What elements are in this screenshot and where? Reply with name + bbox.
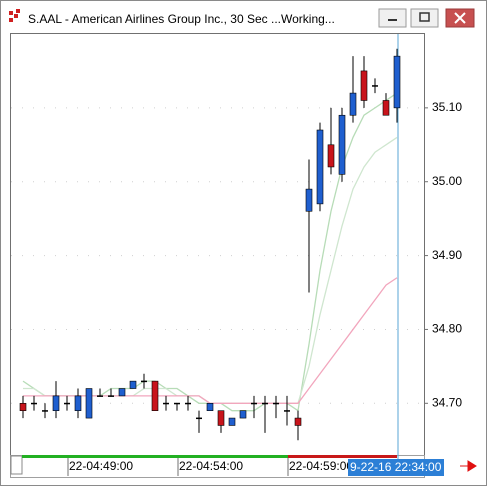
candle <box>251 395 257 419</box>
candle-body <box>174 402 180 405</box>
candle-body <box>31 402 37 405</box>
window-title: S.AAL - American Airlines Group Inc., 30… <box>28 12 335 26</box>
candle-body <box>118 388 126 397</box>
candle <box>273 395 279 419</box>
candle <box>316 122 324 212</box>
candle <box>305 159 313 293</box>
candle-body <box>196 417 202 420</box>
candle <box>382 93 390 116</box>
candle <box>129 380 137 389</box>
session-bar <box>288 455 397 458</box>
candle <box>174 402 180 411</box>
cursor-label: 9-22-16 22:34:00 <box>350 460 442 474</box>
candle <box>141 373 147 389</box>
candle-body <box>129 380 137 389</box>
scroll-right-arrow[interactable] <box>460 460 477 472</box>
candle <box>228 417 236 426</box>
candle-body <box>316 129 324 205</box>
y-tick-label: 34.90 <box>432 248 462 262</box>
candle-body <box>382 100 390 116</box>
candle-body <box>251 402 257 405</box>
candle-body <box>97 395 103 397</box>
candle <box>19 395 27 419</box>
candle-body <box>108 395 114 397</box>
candle <box>185 395 191 411</box>
candle <box>338 107 346 182</box>
candle-body <box>217 410 225 426</box>
candle <box>284 395 290 426</box>
candle <box>52 381 60 419</box>
candle-body <box>372 85 378 87</box>
candle <box>349 56 357 123</box>
cursor-label-box <box>348 459 444 476</box>
candle <box>196 410 202 433</box>
candle-body <box>327 144 335 168</box>
candle-body <box>85 388 93 419</box>
y-tick-label: 34.70 <box>432 395 462 409</box>
candle <box>151 380 159 411</box>
candle-body <box>349 92 357 116</box>
candle-body <box>360 70 368 101</box>
candle <box>327 107 335 175</box>
session-bar <box>22 455 288 458</box>
candle-body <box>228 417 236 426</box>
x-tick-label: 22-04:49:00 <box>69 459 133 473</box>
candle <box>85 388 93 419</box>
candle <box>360 56 368 108</box>
candle-body <box>19 402 27 411</box>
scroll-handle[interactable] <box>10 455 23 475</box>
minimize-button[interactable] <box>378 8 407 28</box>
candle-body <box>151 380 159 411</box>
candle <box>74 388 82 419</box>
candle-body <box>262 402 268 405</box>
candle <box>31 395 37 411</box>
candle-body <box>393 55 401 109</box>
candle-body <box>42 410 48 412</box>
candle-body <box>206 402 214 411</box>
candle-body <box>273 402 279 405</box>
candle-body <box>141 380 147 383</box>
x-tick-label: 22-04:59:00 <box>289 459 353 473</box>
candle-body <box>305 188 313 212</box>
candle-body <box>284 410 290 412</box>
x-tick-label: 22-04:54:00 <box>179 459 243 473</box>
candle <box>118 388 126 397</box>
candle-body <box>338 114 346 175</box>
candle-body <box>239 410 247 419</box>
candle-body <box>163 402 169 405</box>
candle-body <box>64 402 70 405</box>
candle-body <box>52 395 60 411</box>
candle <box>42 403 48 419</box>
candle <box>97 388 103 397</box>
candle <box>294 410 302 441</box>
candle-body <box>185 402 191 405</box>
candle <box>108 388 114 397</box>
candle-body <box>74 395 82 411</box>
candle <box>262 395 268 433</box>
candle <box>239 410 247 419</box>
app-icon <box>9 9 20 22</box>
close-button[interactable] <box>445 8 475 28</box>
candle <box>372 78 378 94</box>
y-tick-label: 35.00 <box>432 174 462 188</box>
maximize-button[interactable] <box>410 8 439 28</box>
y-tick-label: 34.80 <box>432 322 462 336</box>
candle <box>217 410 225 433</box>
y-tick-label: 35.10 <box>432 100 462 114</box>
candle <box>64 395 70 411</box>
candle-body <box>294 417 302 426</box>
candle <box>206 402 214 411</box>
candle <box>393 48 401 123</box>
candle <box>163 395 169 411</box>
